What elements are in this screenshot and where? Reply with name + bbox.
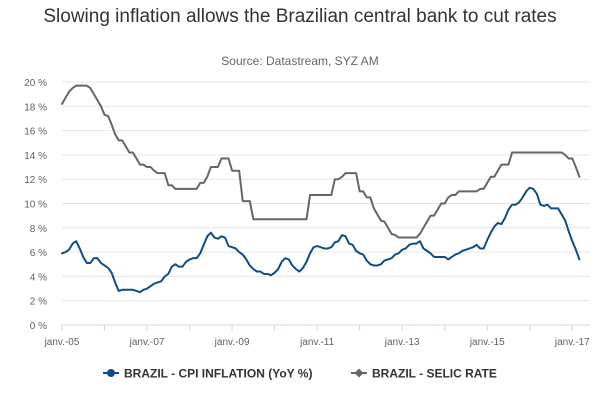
y-tick-label: 0 % (30, 321, 47, 332)
y-tick-label: 6 % (30, 248, 47, 259)
legend-label: BRAZIL - SELIC RATE (372, 367, 497, 381)
chart-title: Slowing inflation allows the Brazilian c… (43, 6, 557, 27)
x-tick-label: janv.-09 (214, 337, 250, 348)
y-tick-label: 18 % (24, 102, 47, 113)
legend-marker-diamond (354, 368, 364, 378)
x-tick-label: janv.-05 (44, 337, 80, 348)
x-tick-label: janv.-11 (299, 337, 335, 348)
y-tick-label: 4 % (30, 272, 47, 283)
chart-subtitle: Source: Datastream, SYZ AM (221, 54, 379, 68)
legend-marker-circle (107, 369, 115, 377)
legend-label: BRAZIL - CPI INFLATION (YoY %) (124, 367, 312, 381)
series-line-selic-rate (61, 84, 581, 239)
y-tick-label: 8 % (30, 224, 47, 235)
x-tick-label: janv.-17 (554, 337, 590, 348)
series-line-cpi-inflation (61, 186, 581, 294)
y-tick-label: 14 % (24, 151, 47, 162)
x-tick-label: janv.-07 (129, 337, 165, 348)
y-tick-label: 10 % (24, 200, 47, 211)
y-tick-label: 2 % (30, 297, 47, 308)
y-tick-label: 20 % (24, 78, 47, 89)
y-tick-label: 12 % (24, 175, 47, 186)
y-tick-label: 16 % (24, 127, 47, 138)
x-tick-label: janv.-15 (469, 337, 505, 348)
x-tick-label: janv.-13 (384, 337, 420, 348)
